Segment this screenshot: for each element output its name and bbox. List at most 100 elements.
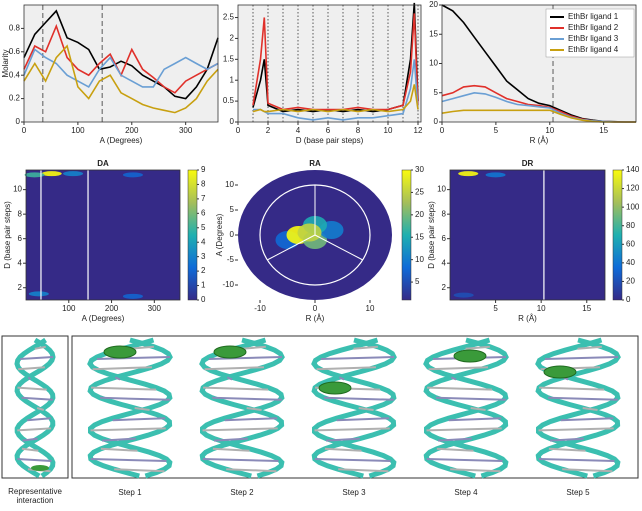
y-tick-label: -10	[222, 280, 234, 289]
base-pair	[582, 407, 598, 411]
colorbar-tick-label: 25	[415, 188, 424, 197]
y-tick-label: 2	[230, 34, 235, 43]
base-pair	[562, 468, 613, 473]
panel-title: DR	[522, 159, 534, 168]
base-pair	[90, 427, 166, 432]
x-tick-label: 300	[148, 304, 162, 313]
x-tick-label: 300	[179, 126, 193, 135]
y-tick-label: 6	[18, 234, 23, 243]
base-pair	[22, 437, 38, 442]
y-tick-label: 2	[18, 283, 23, 292]
ligand	[31, 465, 49, 471]
y-tick-label: 0	[230, 117, 235, 126]
x-axis-label: R (Å)	[518, 314, 537, 323]
base-pair	[548, 447, 586, 452]
representative-caption: Representative	[8, 487, 62, 496]
x-tick-label: 15	[582, 304, 591, 313]
plot-frame	[237, 4, 422, 123]
y-tick-label: 0.4	[9, 70, 21, 79]
base-pair	[438, 437, 472, 442]
image-frame	[1, 335, 69, 479]
y-tick-label: 0	[230, 230, 235, 239]
series-line	[23, 9, 219, 100]
base-pair	[36, 407, 45, 411]
y-tick-label: 8	[18, 209, 23, 218]
y-tick-label: 10	[437, 185, 446, 194]
image-frame	[71, 335, 639, 479]
density-blob	[24, 172, 45, 178]
base-pair	[436, 447, 474, 452]
colorbar-tick-label: 20	[415, 210, 424, 219]
y-tick-label: 5	[230, 205, 235, 214]
base-pair	[246, 407, 262, 411]
colorbar-tick-label: 5	[201, 223, 206, 232]
y-tick-label: 0	[434, 117, 439, 126]
y-tick-label: -5	[227, 255, 235, 264]
base-pair	[338, 468, 389, 473]
base-pair	[27, 417, 51, 422]
colorbar-tick-label: 40	[626, 258, 635, 267]
base-pair	[426, 458, 503, 462]
colorbar-tick-label: 120	[626, 184, 640, 193]
x-axis-label: R (Å)	[306, 314, 325, 323]
base-pair	[550, 437, 584, 442]
colorbar-tick-label: 5	[415, 277, 420, 286]
density-blob	[453, 292, 474, 298]
base-pair	[134, 407, 150, 411]
y-tick-label: 2.5	[223, 13, 235, 22]
base-pair	[538, 427, 614, 432]
base-pair	[539, 386, 605, 391]
base-pair	[314, 427, 390, 432]
x-tick-label: 10	[384, 126, 393, 135]
y-tick-label: 4	[18, 258, 23, 267]
y-tick-label: 1.5	[223, 54, 235, 63]
dna-illustration	[87, 337, 173, 479]
y-axis-label: D (base pair steps)	[427, 201, 436, 269]
x-tick-label: 0	[236, 126, 241, 135]
base-pair	[17, 386, 47, 391]
colorbar-tick-label: 140	[626, 165, 640, 174]
base-pair	[100, 396, 170, 401]
y-axis-label: D (base pair steps)	[3, 201, 12, 269]
colorbar-tick-label: 9	[201, 165, 206, 174]
plot-frame	[449, 169, 606, 301]
legend-label: EthBr ligand 2	[568, 23, 619, 32]
y-tick-label: 1	[230, 75, 235, 84]
plot-background	[450, 170, 605, 300]
x-axis-label: A (Degrees)	[82, 314, 125, 323]
base-pair	[470, 407, 486, 411]
base-pair	[21, 396, 53, 401]
base-pair	[465, 345, 490, 350]
ligand	[453, 349, 487, 363]
x-tick-label: 0	[440, 126, 445, 135]
y-tick-label: 0.8	[9, 24, 21, 33]
x-axis-label: A (Degrees)	[100, 136, 143, 145]
base-pair	[96, 356, 171, 360]
plot-background	[26, 170, 180, 300]
colorbar-tick-label: 15	[415, 232, 424, 241]
y-tick-label: 10	[13, 185, 22, 194]
base-pair	[548, 396, 618, 401]
base-pair	[316, 366, 377, 371]
series-line	[23, 48, 219, 88]
x-tick-label: 100	[62, 304, 76, 313]
density-blob	[28, 291, 49, 297]
backbone	[423, 337, 509, 479]
series-line	[252, 84, 419, 113]
dna-illustration	[199, 337, 285, 479]
base-pair	[226, 376, 233, 381]
base-pair	[212, 396, 282, 401]
y-tick-label: 10	[429, 59, 438, 68]
series-line	[23, 44, 219, 114]
y-tick-label: 0.6	[9, 47, 21, 56]
backbone	[87, 337, 173, 479]
density-blob	[63, 171, 84, 177]
base-pair	[204, 366, 265, 371]
base-pair	[27, 376, 32, 381]
base-pair	[326, 437, 360, 442]
y-tick-label: 15	[429, 29, 438, 38]
base-pair	[538, 458, 615, 462]
density-blob	[485, 172, 506, 178]
dna-illustration	[14, 337, 56, 479]
